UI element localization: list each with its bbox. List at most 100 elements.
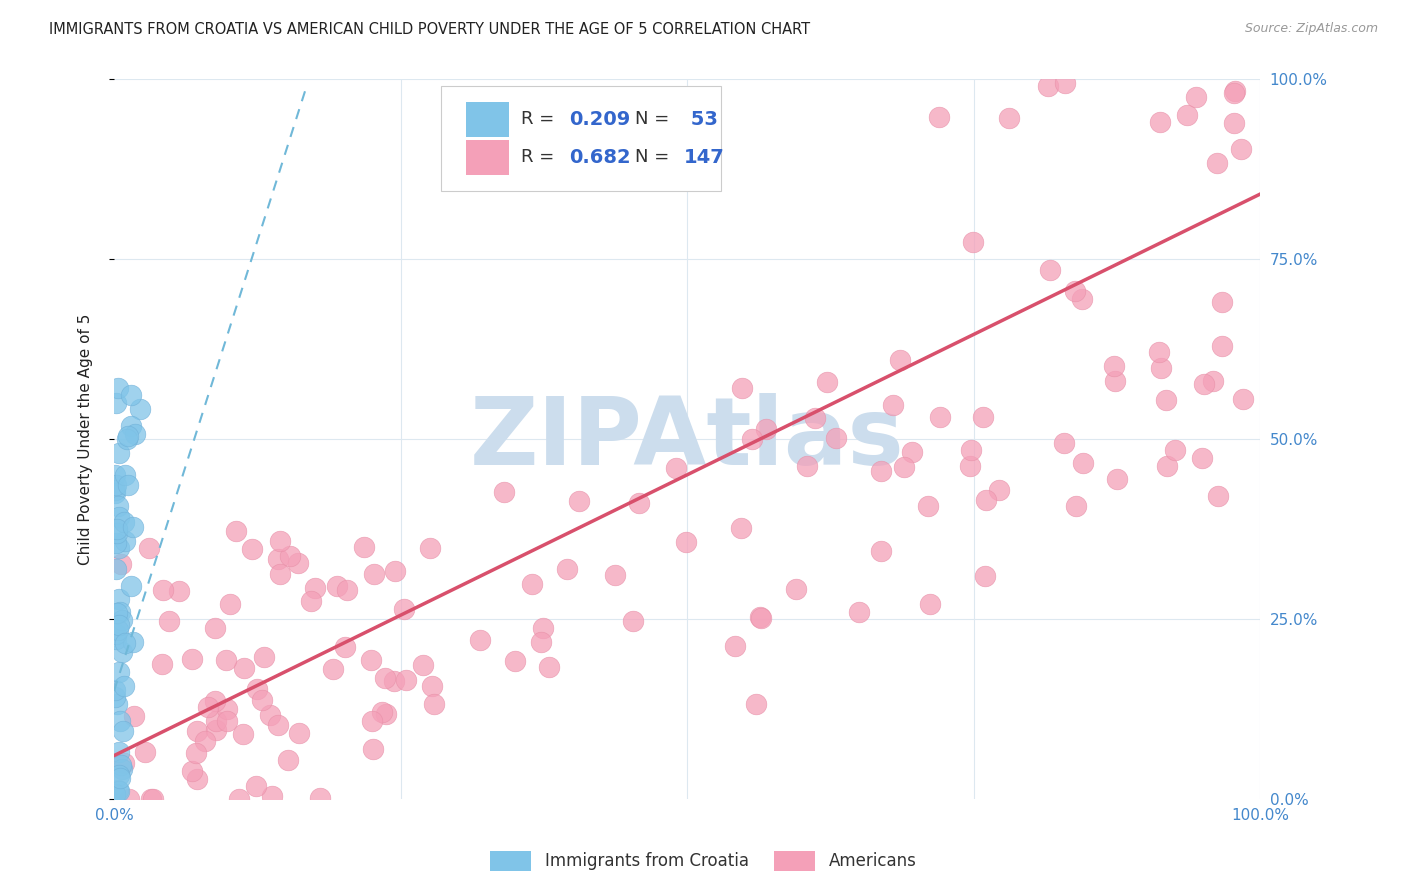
Americans [531, 621, 554, 635]
Americans [522, 576, 544, 591]
Immigrants from Croatia [107, 510, 129, 524]
Americans [267, 551, 290, 566]
Immigrants from Croatia [104, 626, 127, 640]
Immigrants from Croatia [110, 606, 132, 620]
Americans [1206, 156, 1229, 170]
Americans [1164, 442, 1187, 457]
Immigrants from Croatia [114, 533, 136, 548]
Americans [1211, 339, 1233, 353]
Immigrants from Croatia [104, 632, 127, 646]
Immigrants from Croatia [107, 783, 129, 797]
FancyBboxPatch shape [440, 87, 721, 191]
Americans [423, 697, 446, 711]
Americans [796, 458, 818, 473]
Immigrants from Croatia [114, 636, 136, 650]
Americans [287, 556, 309, 570]
Americans [1105, 473, 1128, 487]
Immigrants from Croatia [111, 724, 134, 739]
FancyBboxPatch shape [465, 102, 509, 136]
Americans [205, 714, 228, 728]
Text: R =: R = [520, 111, 560, 128]
Text: 147: 147 [683, 148, 724, 167]
Americans [336, 583, 359, 598]
Americans [142, 791, 165, 805]
Americans [641, 158, 664, 172]
Text: Source: ZipAtlas.com: Source: ZipAtlas.com [1244, 22, 1378, 36]
Americans [468, 633, 491, 648]
Americans [384, 564, 406, 578]
Americans [217, 701, 239, 715]
Americans [181, 651, 204, 665]
Americans [675, 535, 697, 549]
Americans [134, 746, 156, 760]
Immigrants from Croatia [114, 468, 136, 483]
Americans [503, 654, 526, 668]
Americans [959, 458, 981, 473]
Americans [929, 410, 952, 425]
Americans [755, 422, 778, 436]
Americans [665, 461, 688, 475]
Text: ZIPAtlas: ZIPAtlas [470, 392, 904, 485]
Americans [112, 756, 135, 771]
Americans [1206, 489, 1229, 503]
Immigrants from Croatia [107, 500, 129, 514]
Americans [250, 693, 273, 707]
Americans [1071, 456, 1094, 470]
Legend: Immigrants from Croatia, Americans: Immigrants from Croatia, Americans [481, 842, 925, 880]
Americans [232, 661, 254, 675]
Americans [419, 541, 441, 556]
Americans [167, 584, 190, 599]
Americans [974, 492, 997, 507]
Americans [1192, 377, 1215, 392]
Text: 53: 53 [683, 110, 717, 128]
Immigrants from Croatia [104, 787, 127, 801]
Americans [152, 582, 174, 597]
Americans [1039, 263, 1062, 277]
Americans [815, 375, 838, 389]
Americans [603, 567, 626, 582]
Immigrants from Croatia [105, 477, 128, 491]
Immigrants from Croatia [111, 762, 134, 776]
Immigrants from Croatia [104, 467, 127, 482]
Americans [749, 611, 772, 625]
Americans [928, 110, 950, 124]
Immigrants from Croatia [104, 682, 127, 697]
Americans [749, 610, 772, 624]
Immigrants from Croatia [112, 680, 135, 694]
Americans [804, 411, 827, 425]
Americans [1223, 84, 1246, 98]
Immigrants from Croatia [105, 525, 128, 540]
Immigrants from Croatia [121, 634, 143, 648]
Immigrants from Croatia [120, 388, 142, 402]
Immigrants from Croatia [124, 427, 146, 442]
Immigrants from Croatia [105, 396, 128, 410]
Text: IMMIGRANTS FROM CROATIA VS AMERICAN CHILD POVERTY UNDER THE AGE OF 5 CORRELATION: IMMIGRANTS FROM CROATIA VS AMERICAN CHIL… [49, 22, 810, 37]
Americans [869, 464, 891, 478]
Americans [118, 791, 141, 805]
Americans [1053, 76, 1076, 90]
Immigrants from Croatia [110, 757, 132, 772]
Immigrants from Croatia [111, 613, 134, 627]
Americans [374, 672, 396, 686]
Americans [412, 658, 434, 673]
Americans [1175, 108, 1198, 122]
Americans [122, 709, 145, 723]
Americans [882, 398, 904, 412]
Immigrants from Croatia [120, 579, 142, 593]
Text: 0.209: 0.209 [569, 110, 630, 128]
Americans [1230, 142, 1253, 156]
Americans [785, 582, 807, 596]
Americans [1223, 116, 1246, 130]
Americans [278, 549, 301, 564]
Immigrants from Croatia [105, 697, 128, 711]
Americans [1156, 458, 1178, 473]
Americans [422, 679, 444, 693]
Immigrants from Croatia [112, 515, 135, 529]
Immigrants from Croatia [108, 714, 131, 728]
Americans [394, 673, 416, 687]
Americans [1202, 374, 1225, 388]
Americans [361, 742, 384, 756]
Immigrants from Croatia [107, 768, 129, 782]
Americans [724, 639, 747, 653]
Immigrants from Croatia [117, 429, 139, 443]
